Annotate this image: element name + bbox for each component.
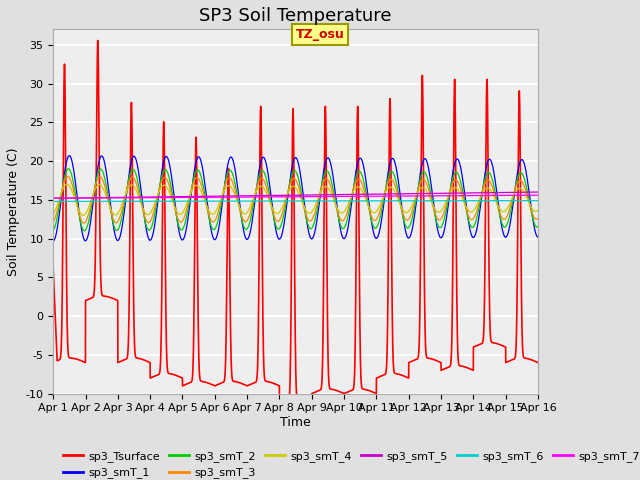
sp3_smT_3 <box>64 174 72 180</box>
sp3_smT_4 <box>137 199 145 205</box>
sp3_smT_4 <box>404 209 412 215</box>
sp3_smT_2 <box>534 224 541 230</box>
sp3_smT_4 <box>534 208 541 214</box>
sp3_smT_1 <box>136 182 144 188</box>
sp3_Tsurface <box>431 357 439 363</box>
sp3_smT_1 <box>277 234 285 240</box>
Line: sp3_smT_2: sp3_smT_2 <box>53 169 538 231</box>
sp3_smT_5 <box>377 191 385 197</box>
sp3_smT_6 <box>431 198 439 204</box>
X-axis label: Time: Time <box>280 416 311 429</box>
sp3_Tsurface <box>49 267 57 273</box>
Line: sp3_smT_5: sp3_smT_5 <box>53 192 538 198</box>
sp3_smT_3 <box>404 217 412 223</box>
sp3_smT_3 <box>277 214 285 220</box>
sp3_smT_3 <box>49 219 57 225</box>
sp3_smT_7 <box>49 195 57 201</box>
sp3_smT_7 <box>277 194 285 200</box>
sp3_smT_7 <box>404 193 412 199</box>
sp3_smT_5 <box>404 191 412 197</box>
sp3_smT_3 <box>534 216 541 222</box>
sp3_Tsurface <box>94 37 102 43</box>
sp3_smT_4 <box>431 207 439 213</box>
sp3_smT_7 <box>534 192 542 198</box>
sp3_Tsurface <box>136 356 144 362</box>
sp3_smT_2 <box>431 214 439 220</box>
sp3_smT_3 <box>137 197 145 203</box>
sp3_smT_6 <box>136 198 144 204</box>
sp3_smT_2 <box>534 224 542 229</box>
Legend: sp3_Tsurface, sp3_smT_1, sp3_smT_2, sp3_smT_3, sp3_smT_4, sp3_smT_5, sp3_smT_6, : sp3_Tsurface, sp3_smT_1, sp3_smT_2, sp3_… <box>59 446 640 480</box>
sp3_Tsurface <box>534 360 542 365</box>
Title: SP3 Soil Temperature: SP3 Soil Temperature <box>199 7 392 25</box>
sp3_Tsurface <box>276 403 284 409</box>
sp3_smT_2 <box>377 210 385 216</box>
sp3_smT_1 <box>65 153 73 158</box>
sp3_smT_1 <box>534 234 541 240</box>
sp3_smT_1 <box>49 238 57 244</box>
sp3_smT_4 <box>63 181 71 187</box>
Line: sp3_smT_1: sp3_smT_1 <box>53 156 538 241</box>
sp3_smT_5 <box>431 191 439 196</box>
sp3_smT_6 <box>377 198 385 204</box>
sp3_Tsurface <box>377 373 385 379</box>
sp3_smT_5 <box>277 192 285 198</box>
sp3_smT_6 <box>534 198 542 204</box>
sp3_smT_1 <box>534 234 542 240</box>
sp3_Tsurface <box>534 360 541 365</box>
sp3_smT_7 <box>534 192 541 198</box>
sp3_Tsurface <box>404 375 412 381</box>
sp3_smT_1 <box>431 213 439 218</box>
sp3_smT_4 <box>377 200 385 205</box>
sp3_smT_7 <box>431 193 439 199</box>
sp3_smT_2 <box>404 225 412 231</box>
sp3_smT_2 <box>137 194 145 200</box>
sp3_smT_7 <box>136 195 144 201</box>
sp3_smT_3 <box>431 211 439 217</box>
sp3_smT_5 <box>49 195 57 201</box>
sp3_smT_6 <box>404 198 412 204</box>
Text: TZ_osu: TZ_osu <box>296 28 344 41</box>
Line: sp3_Tsurface: sp3_Tsurface <box>53 40 538 406</box>
sp3_smT_5 <box>534 189 542 195</box>
sp3_smT_4 <box>277 207 285 213</box>
sp3_smT_6 <box>277 198 285 204</box>
sp3_smT_1 <box>377 221 385 227</box>
sp3_smT_6 <box>534 198 541 204</box>
sp3_smT_4 <box>534 207 542 213</box>
sp3_smT_5 <box>534 189 541 195</box>
Line: sp3_smT_7: sp3_smT_7 <box>53 195 538 198</box>
sp3_smT_2 <box>277 222 285 228</box>
Line: sp3_smT_4: sp3_smT_4 <box>53 184 538 216</box>
sp3_smT_4 <box>79 213 87 218</box>
sp3_smT_2 <box>65 166 72 172</box>
sp3_smT_4 <box>49 211 57 216</box>
sp3_smT_7 <box>377 193 385 199</box>
sp3_smT_6 <box>49 199 57 204</box>
Y-axis label: Soil Temperature (C): Soil Temperature (C) <box>7 147 20 276</box>
sp3_smT_5 <box>136 194 144 200</box>
Line: sp3_smT_6: sp3_smT_6 <box>53 201 538 202</box>
sp3_smT_3 <box>534 216 542 221</box>
sp3_Tsurface <box>277 402 285 408</box>
sp3_smT_3 <box>80 220 88 226</box>
sp3_smT_3 <box>377 204 385 210</box>
sp3_smT_1 <box>404 235 412 240</box>
sp3_smT_2 <box>49 228 57 233</box>
Line: sp3_smT_3: sp3_smT_3 <box>53 177 538 223</box>
sp3_smT_2 <box>81 228 88 234</box>
